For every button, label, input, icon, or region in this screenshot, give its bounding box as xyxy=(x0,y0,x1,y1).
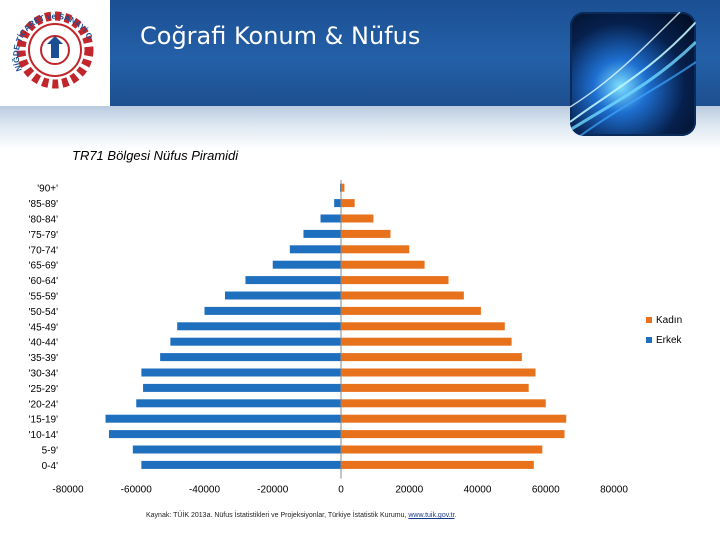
bar-kadin-13 xyxy=(341,383,529,392)
bar-erkek-2 xyxy=(320,214,341,223)
bar-erkek-10 xyxy=(170,337,341,346)
bar-erkek-3 xyxy=(303,229,341,238)
category-label: '50-54' xyxy=(29,307,58,318)
x-tick-label: -60000 xyxy=(121,485,153,496)
bar-erkek-15 xyxy=(105,414,341,423)
category-label: '15-19' xyxy=(29,415,58,426)
x-tick-label: 0 xyxy=(338,485,344,496)
bar-erkek-6 xyxy=(245,276,341,285)
legend-label: Kadın xyxy=(656,315,682,326)
chart-title: TR71 Bölgesi Nüfus Piramidi xyxy=(72,148,239,163)
legend-label: Erkek xyxy=(656,335,683,346)
category-label: '45-49' xyxy=(29,322,58,333)
bar-erkek-11 xyxy=(160,353,341,362)
bar-kadin-17 xyxy=(341,445,543,454)
bar-kadin-12 xyxy=(341,368,536,377)
legend-swatch xyxy=(646,337,652,343)
bar-kadin-16 xyxy=(341,430,565,439)
bar-erkek-4 xyxy=(289,245,341,254)
bar-erkek-12 xyxy=(141,368,341,377)
legend-swatch xyxy=(646,317,652,323)
source-suffix: . xyxy=(454,512,457,519)
bar-kadin-2 xyxy=(341,214,374,223)
x-tick-label: 40000 xyxy=(464,485,492,496)
source-note: Kaynak: TÜİK 2013a. Nüfus İstatistikleri… xyxy=(146,512,456,519)
bar-kadin-1 xyxy=(341,199,355,208)
bar-kadin-0 xyxy=(341,183,345,192)
bar-erkek-0 xyxy=(339,183,341,192)
bar-erkek-13 xyxy=(143,383,341,392)
bar-kadin-3 xyxy=(341,229,391,238)
category-label: '10-14' xyxy=(29,430,58,441)
bar-kadin-4 xyxy=(341,245,410,254)
bar-kadin-8 xyxy=(341,306,481,315)
bar-erkek-14 xyxy=(136,399,341,408)
category-label: '55-59' xyxy=(29,292,58,303)
bar-erkek-5 xyxy=(272,260,341,269)
page-title: Coğrafi Konum & Nüfus xyxy=(140,22,421,50)
bar-kadin-5 xyxy=(341,260,425,269)
x-tick-label: -20000 xyxy=(257,485,289,496)
category-label: '75-79' xyxy=(29,230,58,241)
x-tick-label: 20000 xyxy=(395,485,423,496)
x-tick-label: 80000 xyxy=(600,485,628,496)
bar-erkek-8 xyxy=(204,306,341,315)
source-link[interactable]: www.tuik.gov.tr xyxy=(408,512,455,519)
x-tick-label: 60000 xyxy=(532,485,560,496)
bar-erkek-18 xyxy=(141,460,341,469)
category-label: '80-84' xyxy=(29,215,58,226)
category-label: 0-4' xyxy=(42,461,58,472)
bar-kadin-14 xyxy=(341,399,546,408)
category-label: '85-89' xyxy=(29,199,58,210)
bar-erkek-7 xyxy=(224,291,341,300)
bar-kadin-18 xyxy=(341,460,534,469)
category-label: 5-9' xyxy=(42,446,58,457)
category-label: '30-34' xyxy=(29,369,58,380)
category-label: '70-74' xyxy=(29,245,58,256)
bar-kadin-11 xyxy=(341,353,522,362)
bar-erkek-16 xyxy=(108,430,341,439)
source-text: Kaynak: TÜİK 2013a. Nüfus İstatistikleri… xyxy=(146,512,409,519)
x-tick-label: -80000 xyxy=(52,485,84,496)
bar-erkek-9 xyxy=(177,322,341,331)
category-label: '40-44' xyxy=(29,338,58,349)
category-label: '65-69' xyxy=(29,261,58,272)
logo-gear-icon: NİĞDE TİCARET ve SANAYİ ODASI xyxy=(0,0,94,89)
x-tick-label: -40000 xyxy=(189,485,221,496)
bar-erkek-17 xyxy=(132,445,341,454)
category-label: '90+' xyxy=(37,184,58,195)
category-label: '35-39' xyxy=(29,353,58,364)
category-label: '25-29' xyxy=(29,384,58,395)
bar-kadin-6 xyxy=(341,276,449,285)
bar-kadin-15 xyxy=(341,414,567,423)
bar-kadin-9 xyxy=(341,322,505,331)
population-pyramid-chart: '90+' '85-89' '80-84' '75-79' '70-74' '65-69'… xyxy=(29,180,683,496)
logo: NİĞDE TİCARET ve SANAYİ ODASI xyxy=(0,0,110,106)
category-label: '20-24' xyxy=(29,399,58,410)
decorative-light-art xyxy=(570,12,696,136)
bar-erkek-1 xyxy=(334,199,341,208)
bar-kadin-7 xyxy=(341,291,464,300)
bar-kadin-10 xyxy=(341,337,512,346)
category-label: '60-64' xyxy=(29,276,58,287)
